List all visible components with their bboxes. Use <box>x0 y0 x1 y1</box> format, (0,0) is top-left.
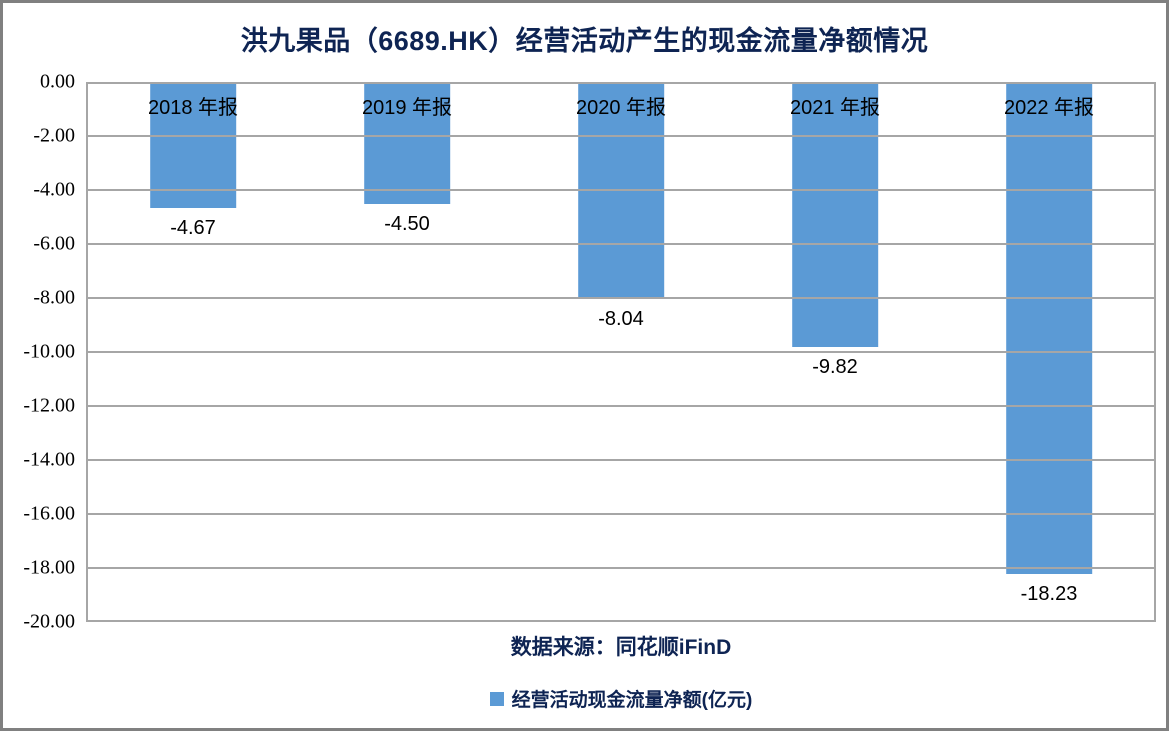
value-label: -18.23 <box>1020 583 1078 606</box>
value-label: -4.50 <box>384 212 430 235</box>
y-tick-label: -12.00 <box>23 394 75 417</box>
y-tick-label: -4.00 <box>33 178 75 201</box>
gridline <box>86 459 1156 461</box>
y-tick-label: -6.00 <box>33 232 75 255</box>
category-label: 2021 年报 <box>789 97 881 119</box>
gridline <box>86 189 1156 191</box>
y-tick-label: -18.00 <box>23 556 75 579</box>
gridline <box>86 351 1156 353</box>
source-note: 数据来源：同花顺iFinD <box>510 636 732 659</box>
value-label: -4.67 <box>170 217 216 240</box>
category-label: 2019 年报 <box>361 97 453 119</box>
bar <box>364 82 450 204</box>
gridline <box>86 297 1156 299</box>
category-label: 2018 年报 <box>147 97 239 119</box>
bars-container: 2018 年报 -4.67 2019 年报 -4.50 2020 年报 -8.04 2021… <box>86 82 1156 622</box>
y-tick-label: 0.00 <box>40 70 75 93</box>
value-label: -8.04 <box>598 308 644 331</box>
category-label: 2022 年报 <box>1003 97 1095 119</box>
gridline <box>86 513 1156 515</box>
category-slot: 2021 年报 -9.82 <box>728 82 942 622</box>
value-label: -9.82 <box>812 356 858 379</box>
y-tick-label: -2.00 <box>33 124 75 147</box>
gridline <box>86 135 1156 137</box>
legend-swatch-icon <box>489 691 504 706</box>
gridline <box>86 567 1156 569</box>
y-tick-label: -10.00 <box>23 340 75 363</box>
y-tick-label: -20.00 <box>23 610 75 633</box>
y-axis: 0.00 -2.00 -4.00 -6.00 -8.00 -10.00 -12.00 -14.… <box>3 71 79 633</box>
legend: 经营活动现金流量净额(亿元) <box>86 685 1156 712</box>
y-tick-label: -16.00 <box>23 502 75 525</box>
category-label: 2020 年报 <box>575 97 667 119</box>
bar <box>150 82 236 209</box>
y-tick-label: -14.00 <box>23 448 75 471</box>
y-tick-label: -8.00 <box>33 286 75 309</box>
gridline <box>86 405 1156 407</box>
gridline <box>86 243 1156 245</box>
category-slot: 2018 年报 -4.67 <box>86 82 300 622</box>
bar <box>792 82 878 348</box>
plot-area: 2018 年报 -4.67 2019 年报 -4.50 2020 年报 -8.04 2021… <box>86 82 1156 622</box>
category-slot: 2019 年报 -4.50 <box>300 82 514 622</box>
legend-label: 经营活动现金流量净额(亿元) <box>511 690 753 711</box>
chart-title: 洪九果品（6689.HK）经营活动产生的现金流量净额情况 <box>240 26 929 56</box>
category-slot: 2022 年报 -18.23 <box>942 82 1156 622</box>
bar <box>1006 82 1092 575</box>
